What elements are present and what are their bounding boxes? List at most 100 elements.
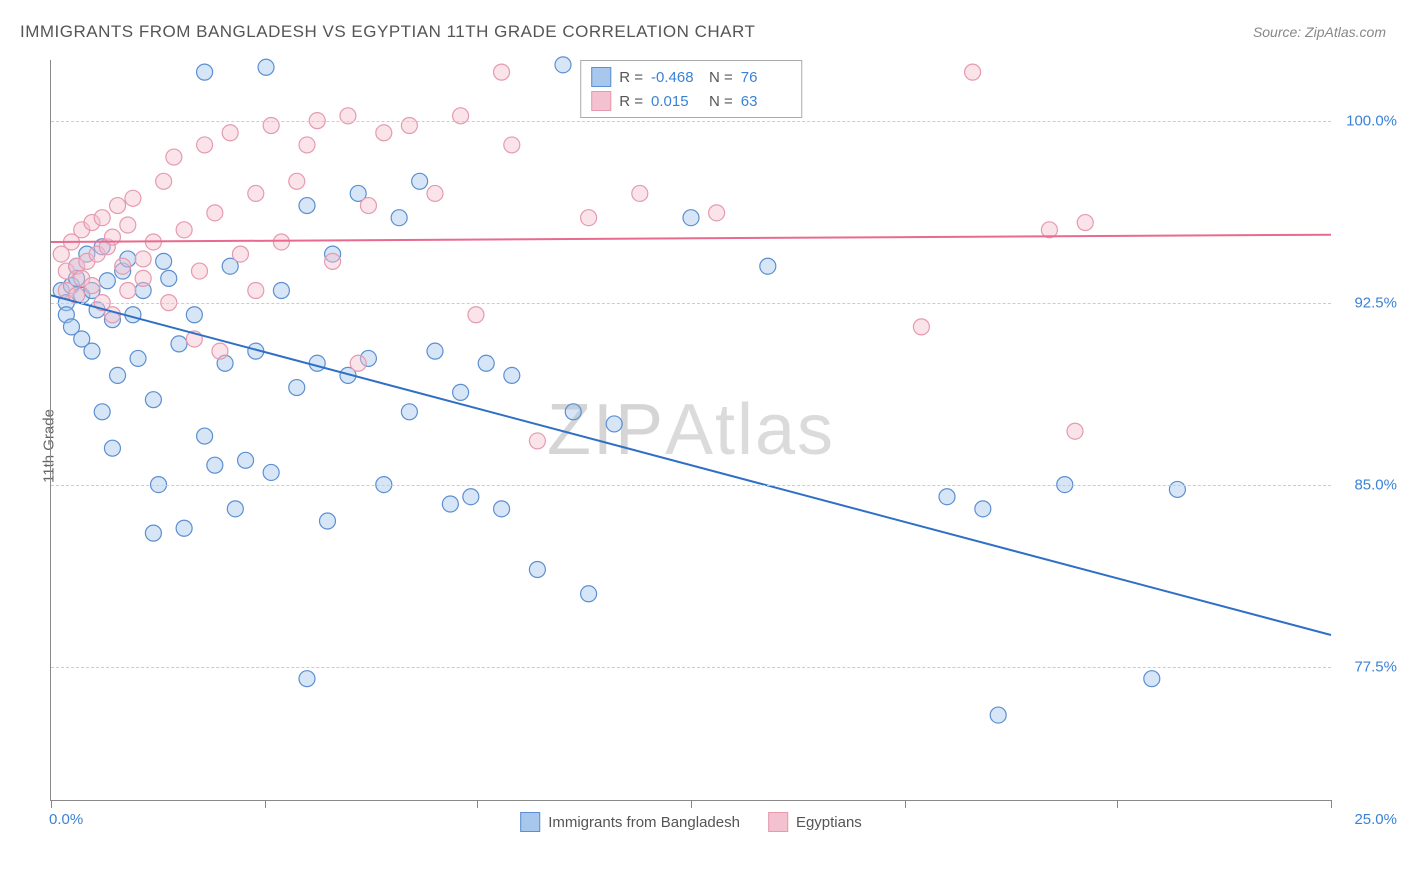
legend-r-label: R = [619,69,643,86]
legend-n-value: 63 [741,93,791,110]
scatter-point [565,404,581,420]
scatter-point [683,210,699,226]
series-legend: Immigrants from Bangladesh Egyptians [520,812,862,832]
scatter-point [504,137,520,153]
scatter-point [760,258,776,274]
scatter-point [186,307,202,323]
legend-item: Immigrants from Bangladesh [520,812,740,832]
chart-plot-area: ZIPAtlas R =-0.468N =76R =0.015N =63 Imm… [50,60,1331,801]
scatter-point [135,251,151,267]
legend-r-value: 0.015 [651,93,701,110]
scatter-point [1144,671,1160,687]
scatter-point [325,253,341,269]
scatter-point [120,282,136,298]
scatter-point [401,404,417,420]
scatter-point [84,343,100,359]
y-tick-label: 100.0% [1346,112,1397,129]
scatter-point [84,278,100,294]
legend-r-label: R = [619,93,643,110]
scatter-point [156,173,172,189]
scatter-point [104,229,120,245]
scatter-point [1067,423,1083,439]
scatter-point [94,210,110,226]
scatter-point [248,185,264,201]
scatter-point [130,350,146,366]
scatter-point [427,185,443,201]
scatter-point [120,217,136,233]
scatter-point [99,273,115,289]
scatter-point [232,246,248,262]
legend-swatch [591,67,611,87]
x-tick [905,800,906,808]
scatter-point [299,671,315,687]
legend-label: Egyptians [796,814,862,831]
scatter-point [376,125,392,141]
legend-n-label: N = [709,93,733,110]
scatter-point [709,205,725,221]
scatter-point [555,57,571,73]
scatter-point [427,343,443,359]
correlation-legend: R = -0.468 N = 76 R = 0.015 N = 63 [580,60,802,118]
x-axis-end-label: 25.0% [1354,811,1397,828]
legend-swatch [520,812,540,832]
scatter-point [990,707,1006,723]
scatter-point [176,222,192,238]
scatter-point [289,173,305,189]
gridline [51,485,1331,486]
y-tick-label: 77.5% [1354,658,1397,675]
scatter-point [110,198,126,214]
scatter-point [478,355,494,371]
legend-swatch [591,91,611,111]
scatter-point [273,234,289,250]
scatter-point [212,343,228,359]
scatter-point [263,464,279,480]
x-tick [265,800,266,808]
scatter-point [222,125,238,141]
scatter-point [289,380,305,396]
y-tick-label: 92.5% [1354,294,1397,311]
x-tick [51,800,52,808]
scatter-point [606,416,622,432]
scatter-point [494,64,510,80]
scatter-point [145,525,161,541]
x-tick [691,800,692,808]
scatter-point [360,198,376,214]
scatter-point [913,319,929,335]
scatter-point [319,513,335,529]
scatter-point [581,210,597,226]
legend-label: Immigrants from Bangladesh [548,814,740,831]
legend-n-label: N = [709,69,733,86]
scatter-point [110,367,126,383]
legend-row: R = 0.015 N = 63 [591,89,791,113]
scatter-point [176,520,192,536]
scatter-point [965,64,981,80]
scatter-svg [51,60,1331,800]
scatter-point [197,428,213,444]
scatter-point [442,496,458,512]
scatter-point [309,355,325,371]
scatter-point [1077,215,1093,231]
x-tick [477,800,478,808]
scatter-point [191,263,207,279]
scatter-point [207,205,223,221]
gridline [51,667,1331,668]
scatter-point [350,355,366,371]
scatter-point [581,586,597,602]
legend-swatch [768,812,788,832]
scatter-point [94,404,110,420]
scatter-point [115,258,131,274]
scatter-point [156,253,172,269]
scatter-point [504,367,520,383]
y-tick-label: 85.0% [1354,476,1397,493]
scatter-point [238,452,254,468]
scatter-point [171,336,187,352]
scatter-point [468,307,484,323]
scatter-point [391,210,407,226]
chart-title: IMMIGRANTS FROM BANGLADESH VS EGYPTIAN 1… [20,22,755,42]
legend-r-value: -0.468 [651,69,701,86]
legend-item: Egyptians [768,812,862,832]
scatter-point [463,489,479,505]
legend-n-value: 76 [741,69,791,86]
scatter-point [939,489,955,505]
scatter-point [207,457,223,473]
